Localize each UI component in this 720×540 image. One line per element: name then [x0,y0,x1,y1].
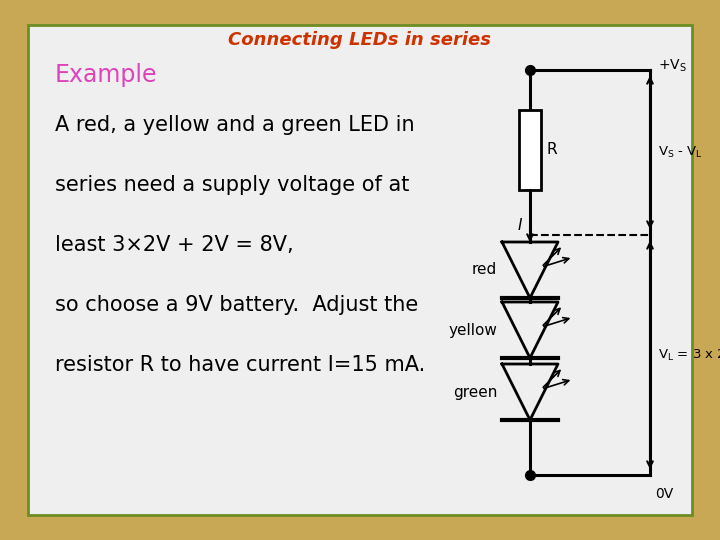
Text: 0V: 0V [655,487,673,501]
Text: A red, a yellow and a green LED in: A red, a yellow and a green LED in [55,115,415,135]
Text: R: R [546,143,557,158]
Text: I: I [518,218,522,233]
Bar [519,110,541,190]
Text: series need a supply voltage of at: series need a supply voltage of at [55,175,410,195]
Text: Connecting LEDs in series: Connecting LEDs in series [228,31,492,49]
Text: green: green [453,384,497,400]
Text: yellow: yellow [448,322,497,338]
Text: +V$_\mathrm{S}$: +V$_\mathrm{S}$ [658,58,687,74]
Text: so choose a 9V battery.  Adjust the: so choose a 9V battery. Adjust the [55,295,418,315]
Text: least 3×2V + 2V = 8V,: least 3×2V + 2V = 8V, [55,235,294,255]
Text: resistor R to have current I=15 mA.: resistor R to have current I=15 mA. [55,355,426,375]
Text: V$_\mathrm{L}$ = 3 x 2V: V$_\mathrm{L}$ = 3 x 2V [658,347,720,362]
Text: Example: Example [55,63,158,87]
Text: V$_\mathrm{S}$ - V$_\mathrm{L}$: V$_\mathrm{S}$ - V$_\mathrm{L}$ [658,145,703,160]
Text: red: red [472,262,497,278]
